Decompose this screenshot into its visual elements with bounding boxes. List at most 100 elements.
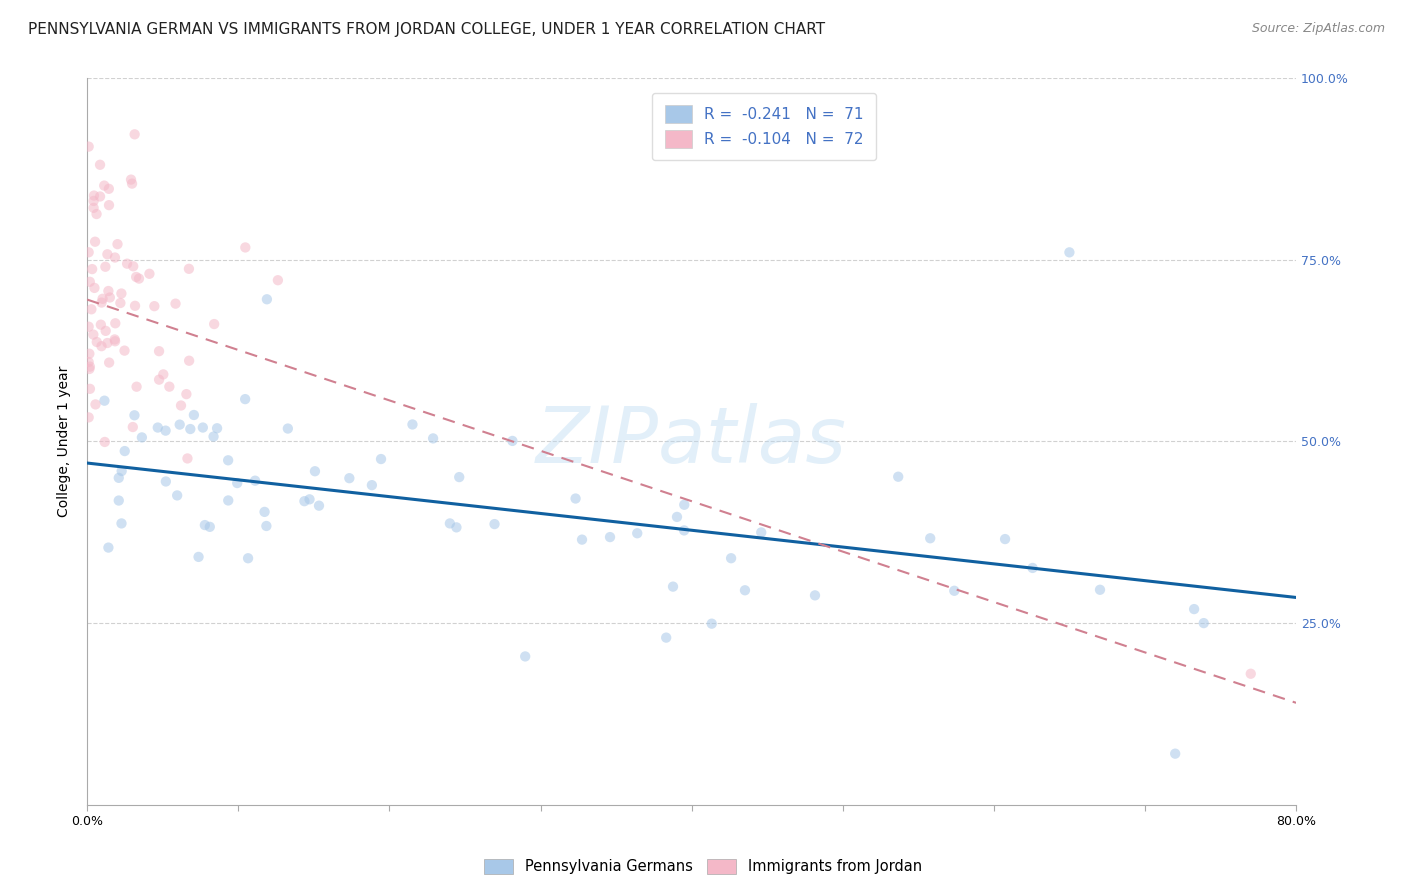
Point (155, 424, 177, 438)
Point (298, 492, 321, 507)
Text: ZIPatlas: ZIPatlas (536, 403, 846, 479)
Legend: Pennsylvania Germans, Immigrants from Jordan: Pennsylvania Germans, Immigrants from Jo… (478, 853, 928, 880)
Point (217, 493, 239, 508)
Point (77, 139, 100, 153)
Point (97, 182, 120, 196)
Point (165, 296, 187, 310)
Point (111, 464, 134, 478)
Point (83, 194, 105, 208)
Point (114, 444, 136, 458)
Point (484, 517, 506, 532)
Point (82, 327, 104, 342)
Point (107, 471, 129, 485)
Point (401, 417, 423, 432)
Point (79, 382, 101, 396)
Point (198, 520, 221, 534)
Point (83, 188, 105, 202)
Point (97, 284, 120, 298)
Point (449, 470, 471, 484)
Point (236, 551, 259, 566)
Point (98, 291, 121, 305)
Point (80, 302, 103, 317)
Point (93, 178, 115, 193)
Point (920, 531, 942, 545)
Point (143, 299, 166, 313)
Point (94, 434, 117, 449)
Point (89, 158, 111, 172)
Point (571, 533, 593, 547)
Point (673, 524, 696, 538)
Point (110, 516, 132, 531)
Text: Source: ZipAtlas.com: Source: ZipAtlas.com (1251, 22, 1385, 36)
Point (104, 333, 127, 347)
Point (122, 260, 145, 274)
Point (943, 583, 966, 598)
Point (131, 430, 153, 444)
Point (515, 649, 537, 664)
Point (202, 317, 225, 331)
Point (120, 172, 142, 186)
Point (170, 399, 193, 413)
Point (304, 464, 326, 478)
Point (86, 207, 108, 221)
Point (90, 318, 112, 332)
Point (666, 510, 689, 524)
Point (82, 262, 104, 277)
Point (155, 475, 177, 489)
Point (734, 583, 756, 598)
Point (233, 392, 256, 406)
Point (152, 368, 174, 382)
Point (308, 499, 330, 513)
Point (191, 420, 214, 434)
Point (79, 359, 101, 374)
Point (267, 273, 290, 287)
Point (83, 201, 105, 215)
Point (107, 237, 129, 252)
Point (183, 408, 205, 422)
Point (1088, 582, 1111, 597)
Point (77, 245, 100, 260)
Point (179, 353, 201, 368)
Point (446, 520, 468, 534)
Point (233, 240, 256, 254)
Point (501, 434, 523, 448)
Point (77, 355, 100, 369)
Point (124, 128, 146, 142)
Point (146, 420, 169, 434)
Point (253, 505, 276, 519)
Point (564, 491, 586, 506)
Point (166, 488, 188, 502)
Point (125, 269, 148, 284)
Point (115, 257, 138, 271)
Point (673, 498, 696, 512)
Point (177, 261, 200, 276)
Point (179, 422, 201, 436)
Text: PENNSYLVANIA GERMAN VS IMMIGRANTS FROM JORDAN COLLEGE, UNDER 1 YEAR CORRELATION : PENNSYLVANIA GERMAN VS IMMIGRANTS FROM J… (28, 22, 825, 37)
Point (176, 387, 198, 401)
Point (84, 397, 107, 411)
Point (254, 519, 277, 533)
Point (121, 177, 143, 191)
Point (655, 631, 678, 645)
Point (256, 293, 278, 307)
Point (217, 453, 239, 467)
Point (124, 299, 146, 313)
Point (370, 452, 392, 467)
Point (1021, 561, 1043, 575)
Point (1182, 602, 1205, 616)
Point (887, 469, 910, 483)
Point (114, 343, 136, 358)
Point (97, 541, 120, 555)
Point (98, 198, 121, 212)
Point (90, 339, 112, 353)
Point (176, 451, 198, 466)
Point (83, 281, 105, 295)
Point (96, 247, 118, 261)
Point (226, 476, 249, 491)
Point (994, 532, 1017, 546)
Point (107, 493, 129, 508)
Point (148, 344, 170, 359)
Point (94, 324, 117, 338)
Point (148, 373, 170, 387)
Point (439, 516, 461, 531)
